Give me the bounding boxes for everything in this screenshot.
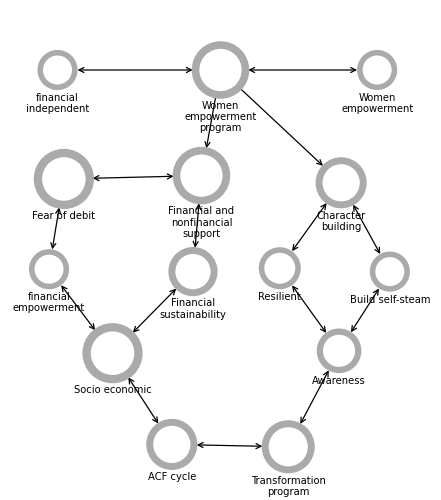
Text: Awareness: Awareness [312, 376, 366, 386]
Text: Financial
sustainability: Financial sustainability [160, 298, 226, 320]
Text: Financial and
nonfinancial
support: Financial and nonfinancial support [168, 206, 235, 238]
Ellipse shape [326, 168, 357, 198]
Text: Women
empowerment: Women empowerment [341, 93, 413, 114]
Ellipse shape [37, 257, 61, 281]
Ellipse shape [326, 168, 357, 198]
Text: Women
empowerment
program: Women empowerment program [184, 100, 257, 133]
Ellipse shape [37, 257, 61, 281]
Text: financial
empowerment: financial empowerment [13, 292, 85, 314]
Ellipse shape [325, 338, 352, 364]
Text: ACF cycle: ACF cycle [148, 472, 196, 482]
Ellipse shape [94, 335, 131, 372]
Text: Transformation
program: Transformation program [251, 476, 325, 497]
Text: Build self-steam: Build self-steam [350, 294, 430, 304]
Ellipse shape [45, 58, 70, 82]
Ellipse shape [157, 429, 187, 460]
Ellipse shape [46, 161, 82, 197]
Ellipse shape [178, 257, 208, 286]
Ellipse shape [46, 161, 82, 197]
Ellipse shape [365, 58, 389, 82]
Text: Fear of debit: Fear of debit [32, 210, 95, 220]
Ellipse shape [378, 260, 402, 283]
Ellipse shape [203, 52, 238, 88]
Ellipse shape [184, 158, 219, 193]
Ellipse shape [365, 58, 389, 82]
Ellipse shape [325, 338, 352, 364]
Text: Socio economic: Socio economic [74, 385, 151, 395]
Ellipse shape [184, 158, 219, 193]
Ellipse shape [267, 256, 292, 281]
Ellipse shape [272, 430, 304, 463]
Text: Resilient: Resilient [258, 292, 301, 302]
Text: financial
independent: financial independent [26, 93, 89, 114]
Ellipse shape [94, 335, 131, 372]
Ellipse shape [178, 257, 208, 286]
Ellipse shape [272, 430, 304, 463]
Ellipse shape [267, 256, 292, 281]
Ellipse shape [157, 429, 187, 460]
Ellipse shape [203, 52, 238, 88]
Text: Character
building: Character building [317, 210, 366, 232]
Ellipse shape [378, 260, 402, 283]
Ellipse shape [45, 58, 70, 82]
